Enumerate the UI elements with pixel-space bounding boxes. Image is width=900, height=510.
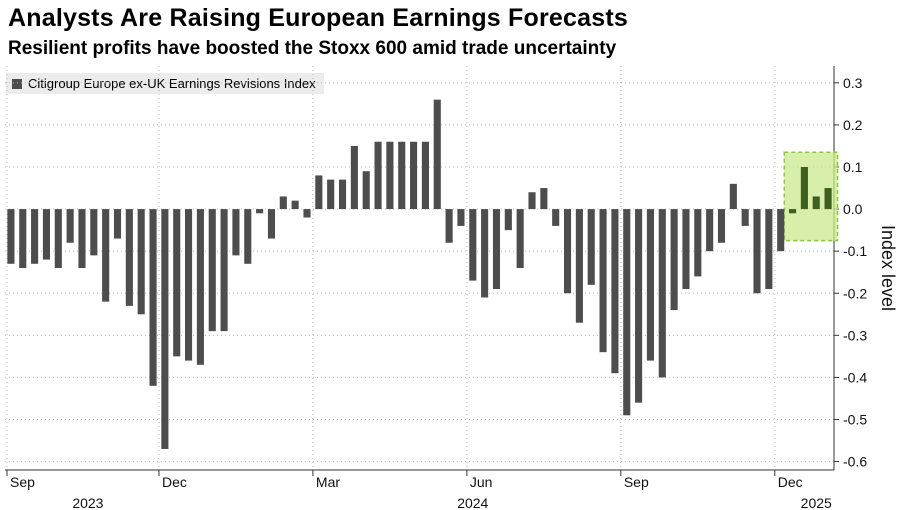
y-tick-label: 0.3 [843,75,863,91]
bar [327,179,335,210]
bar [765,209,773,290]
bar [137,209,145,315]
bar [824,188,832,210]
legend-label: Citigroup Europe ex-UK Earnings Revision… [28,76,316,91]
bar [611,209,619,374]
bar [729,183,737,210]
bar [646,209,654,361]
y-tick-label: -0.6 [843,454,867,470]
x-year-label: 2025 [801,495,832,510]
bar [777,209,785,252]
bar [587,209,595,285]
bar [753,209,761,294]
bar [563,209,572,294]
x-tick-label: Sep [10,474,35,490]
bar [113,209,122,239]
legend-swatch [12,78,22,89]
bar [279,196,287,210]
bar [682,209,690,290]
bar [812,196,820,210]
bar [291,200,299,210]
bar [658,209,666,378]
bar [42,209,51,260]
bar [741,209,749,226]
y-tick-label: 0.0 [843,201,863,217]
bar [481,209,489,298]
bar [540,188,548,210]
bar [7,209,15,264]
bar [398,141,406,210]
bar [303,209,311,218]
bar [788,209,797,214]
bar [208,209,216,332]
bar [386,141,394,210]
x-tick-label: Jun [470,474,493,490]
y-tick-label: -0.3 [843,327,867,343]
y-tick-label: 0.2 [843,117,863,133]
bar [232,209,240,256]
x-tick-label: Mar [316,474,340,490]
bar [267,209,276,239]
bar [315,175,323,210]
bar [575,209,583,323]
bar [256,209,264,214]
bar [244,209,252,264]
bar [552,209,560,226]
bar [185,209,193,361]
bar [717,209,726,243]
y-tick-label: -0.5 [843,412,867,428]
bar [362,171,370,210]
y-tick-label: -0.4 [843,369,867,385]
x-tick-label: Dec [778,474,803,490]
bar [421,141,429,210]
bar [350,145,358,210]
bar [161,209,169,449]
bar [694,209,702,277]
bar [706,209,714,252]
y-tick-label: -0.1 [843,243,867,259]
bar [492,209,501,290]
bar [90,209,98,256]
bar [196,209,204,365]
x-tick-label: Sep [624,474,649,490]
bar [31,209,39,264]
bar [670,209,678,311]
bar [445,209,453,243]
bar [800,167,808,210]
bar [504,209,512,231]
bar [78,209,86,268]
bar [149,209,157,386]
chart-title: Analysts Are Raising European Earnings F… [8,4,628,32]
bar [457,209,465,226]
bar [54,209,62,268]
x-tick-label: Dec [162,474,187,490]
x-year-label: 2023 [72,495,103,510]
bar [125,209,133,306]
bar [528,192,536,210]
bar [599,209,607,353]
bar [19,209,27,268]
bar [516,209,524,268]
bar [433,99,441,210]
bar [469,209,477,281]
bar [410,141,418,210]
bar [338,179,347,210]
bar [66,209,74,243]
bar [635,209,643,403]
legend: Citigroup Europe ex-UK Earnings Revision… [6,73,324,94]
chart-subtitle: Resilient profits have boosted the Stoxx… [8,38,617,59]
x-year-label: 2024 [457,495,488,510]
bar [220,209,228,332]
y-axis-title: Index level [878,225,898,311]
bar [173,209,181,357]
bar [374,141,382,210]
bar [623,209,631,416]
bar [102,209,110,302]
y-tick-label: 0.1 [843,159,863,175]
y-tick-label: -0.2 [843,285,867,301]
